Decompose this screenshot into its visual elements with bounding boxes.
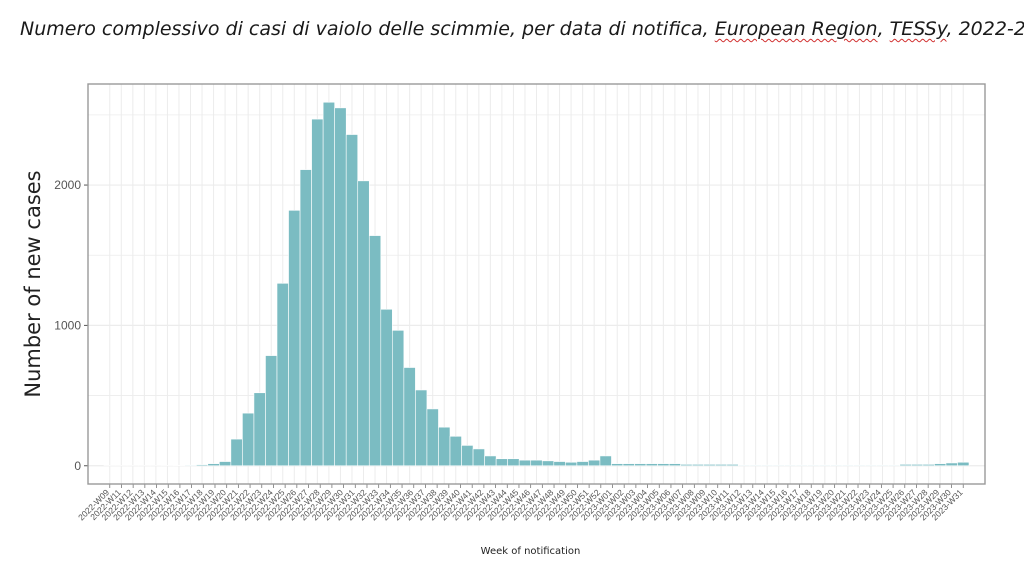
bar-2023-W26 — [899, 464, 912, 467]
bar-2023-W27 — [911, 464, 924, 467]
bar-2023-W18 — [807, 464, 820, 467]
title-separator: , — [877, 18, 890, 40]
plot-panel-border — [87, 83, 986, 485]
title-region: European Region — [714, 18, 878, 40]
bar-2023-W09 — [703, 464, 716, 467]
x-axis-label: Week of notification — [481, 546, 581, 557]
bar-2022-W46 — [530, 459, 543, 467]
bar-2023-W10 — [714, 464, 728, 467]
bar-2023-W14 — [761, 464, 774, 467]
bar-2023-W13 — [749, 464, 762, 467]
bar-2023-W15 — [772, 464, 785, 467]
bar-2022-W33 — [380, 308, 393, 467]
bar-2023-W23 — [864, 464, 878, 467]
bar-2022-W51 — [588, 459, 601, 467]
bar-2023-W16 — [784, 464, 797, 467]
y-axis-label: Number of new cases — [21, 170, 45, 397]
y-tick-label: 2000 — [54, 178, 81, 192]
bar-2023-W31 — [957, 461, 970, 467]
bar-2023-W29 — [934, 463, 947, 467]
y-tick-label: 1000 — [54, 318, 81, 332]
bar-2023-W25 — [887, 464, 901, 467]
bar-2023-W06 — [668, 463, 681, 467]
title-source: TESSy — [889, 18, 947, 40]
bar-2022-W28 — [322, 101, 335, 467]
bar-2023-W11 — [726, 464, 739, 467]
bar-2022-W40 — [461, 445, 474, 467]
bar-2022-W39 — [449, 435, 462, 467]
title-prefix: Numero complessivo di casi di vaiolo del… — [20, 18, 715, 40]
bar-2023-W24 — [876, 464, 889, 467]
bar-2023-W19 — [818, 464, 831, 467]
bar-2023-W01 — [611, 463, 624, 467]
bar-2023-W30 — [945, 462, 958, 467]
gridlines — [88, 84, 985, 484]
bar-2022-W41 — [472, 448, 485, 467]
bar-2023-W05 — [657, 463, 670, 467]
bar-2022-W49 — [565, 461, 578, 467]
bar-2023-W22 — [853, 464, 866, 467]
bar-2022-W20 — [230, 438, 243, 467]
bar-2022-W29 — [334, 107, 347, 467]
bar-2022-W43 — [495, 458, 508, 467]
bar-2022-W48 — [553, 461, 566, 467]
bar-2022-W19 — [219, 461, 232, 467]
bar-2023-W20 — [830, 464, 843, 467]
bar-2023-W12 — [738, 464, 751, 467]
bar-2022-W37 — [426, 408, 439, 467]
bar-2023-W17 — [795, 464, 808, 467]
bar-2022-W35 — [403, 367, 416, 467]
bar-2023-W02 — [622, 463, 635, 467]
bar-2022-W38 — [438, 426, 451, 467]
bar-2022-W27 — [311, 118, 324, 467]
y-axis: 0 1000 2000 — [54, 178, 88, 473]
y-tick-label: 0 — [74, 459, 81, 473]
bar-2022-W31 — [357, 180, 370, 467]
bar-2023-W04 — [645, 463, 658, 467]
bar-2022-W42 — [484, 455, 497, 467]
bar-2023-W07 — [680, 464, 693, 467]
bar-2023-W21 — [841, 464, 854, 467]
bar-2022-W32 — [368, 235, 382, 467]
bar-2022-W24 — [276, 282, 289, 467]
bar-2022-W18 — [207, 463, 220, 467]
bar-2022-W34 — [392, 330, 405, 467]
bar-2023-W08 — [691, 464, 705, 467]
bar-2022-W26 — [299, 169, 312, 467]
bar-2022-W17 — [195, 464, 209, 467]
bar-2022-W21 — [242, 412, 255, 467]
bar-2022-W25 — [288, 210, 301, 467]
bar-2023-W28 — [922, 464, 935, 467]
x-axis: 2022-W092022-W112022-W122022-W132022-W14… — [76, 484, 965, 522]
chart-title: Numero complessivo di casi di vaiolo del… — [20, 18, 1024, 40]
bar-2022-W44 — [507, 458, 520, 467]
title-suffix: , 2022-2023 — [946, 18, 1024, 40]
bar-2022-W30 — [345, 134, 359, 467]
bar-2022-W50 — [576, 461, 589, 467]
bar-2023-W03 — [634, 463, 647, 467]
bar-2022-W22 — [253, 392, 266, 467]
bar-2022-W36 — [415, 389, 428, 467]
bar-2022-W47 — [541, 460, 555, 467]
bar-2022-W16 — [184, 464, 197, 467]
bar-2022-W45 — [518, 459, 532, 467]
bars — [103, 101, 970, 467]
bar-2022-W52 — [599, 455, 612, 467]
bar-2022-W23 — [265, 355, 278, 467]
